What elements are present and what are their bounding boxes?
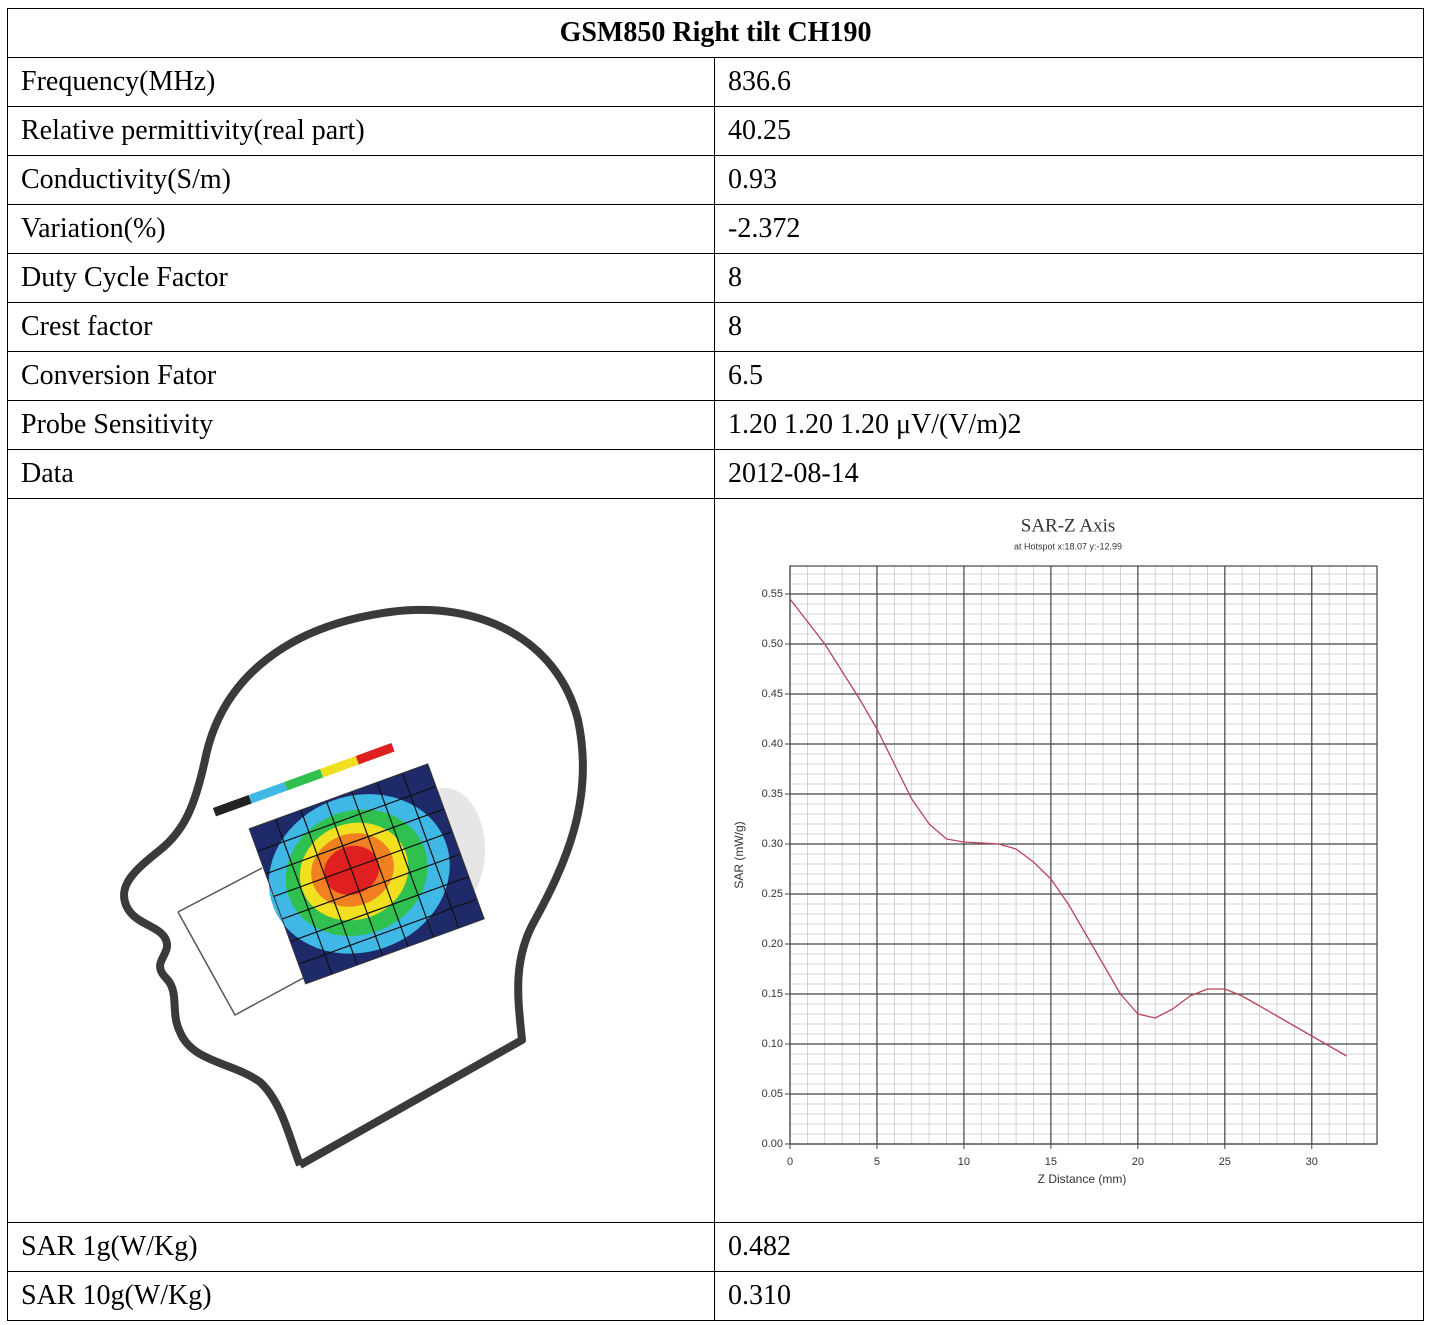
value-cell: 0.482 [713,1222,1425,1272]
data-line [789,598,1347,1057]
heatmap [212,742,485,985]
x-tick-label: 20 [1132,1156,1144,1168]
table-row: Duty Cycle Factor 8 [7,253,1425,303]
y-tick-label: 0.55 [762,588,783,600]
value-cell: 0.310 [713,1271,1425,1321]
y-tick-label: 0.10 [762,1038,783,1050]
y-tick-label: 0.20 [762,938,783,950]
value-cell: 1.20 1.20 1.20 μV/(V/m)2 [713,400,1425,450]
heat-grid [257,772,478,975]
head-figure [120,605,587,1169]
phone-outline [177,867,319,1017]
table-row: SAR 10g(W/Kg) 0.310 [7,1271,1425,1321]
y-tick-label: 0.25 [762,888,783,900]
table-row [7,498,1425,1223]
table-row: SAR 1g(W/Kg) 0.482 [7,1222,1425,1272]
y-tick-label: 0.05 [762,1088,783,1100]
sar-table: GSM850 Right tilt CH190 Frequency(MHz) 83… [6,8,1425,1321]
value-cell: 8 [713,253,1425,303]
colorbar-1 [212,794,252,817]
value-cell: 836.6 [713,57,1425,107]
label-cell: Frequency(MHz) [7,57,715,107]
y-tick-label: 0.50 [762,638,783,650]
title-row: GSM850 Right tilt CH190 [6,8,1425,58]
colorbar-2 [248,781,288,804]
label-cell: Data [7,449,715,499]
label-cell: SAR 1g(W/Kg) [7,1222,715,1272]
chart: SAR-Z Axis at Hotspot x:18.07 y:-12.99 Z… [732,515,1378,1186]
colorbar-3 [284,768,324,791]
value-cell: 6.5 [713,351,1425,401]
y-tick-label: 0.35 [762,788,783,800]
y-tick-label: 0.15 [762,988,783,1000]
table-row: Conversion Fator 6.5 [7,351,1425,401]
x-tick-label: 15 [1045,1156,1057,1168]
y-tick-label: 0.30 [762,838,783,850]
chart-subtitle: at Hotspot x:18.07 y:-12.99 [1014,541,1122,551]
y-tick-label: 0.40 [762,738,783,750]
table-row: Probe Sensitivity 1.20 1.20 1.20 μV/(V/m)… [7,400,1425,450]
colorbar-5 [355,742,395,765]
label-cell: Crest factor [7,302,715,352]
x-tick-label: 30 [1306,1156,1318,1168]
table-row: Frequency(MHz) 836.6 [7,57,1425,107]
x-axis-label: Z Distance (mm) [1038,1172,1127,1186]
heat-frame [248,763,485,985]
label-cell: Conductivity(S/m) [7,155,715,205]
x-tick-label: 10 [958,1156,970,1168]
x-tick-label: 0 [787,1156,793,1168]
y-tick-label: 0.45 [762,688,783,700]
y-tick-label: 0.00 [762,1138,783,1150]
value-cell [713,498,1425,1223]
label-cell: Duty Cycle Factor [7,253,715,303]
chart-title: SAR-Z Axis [1021,515,1116,536]
head-outline [120,605,587,1169]
table-row: Data 2012-08-14 [7,449,1425,499]
x-tick-label: 25 [1219,1156,1231,1168]
x-tick-label: 5 [874,1156,880,1168]
value-cell: 2012-08-14 [713,449,1425,499]
label-cell: SAR 10g(W/Kg) [7,1271,715,1321]
y-axis-label: SAR (mW/g) [732,821,746,888]
table-row: Variation(%) -2.372 [7,204,1425,254]
table-title: GSM850 Right tilt CH190 [6,8,1425,58]
colorbar-4 [320,755,359,778]
plot-frame [789,565,1378,1145]
